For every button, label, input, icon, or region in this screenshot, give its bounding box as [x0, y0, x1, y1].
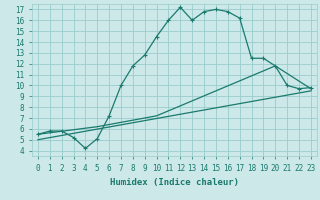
X-axis label: Humidex (Indice chaleur): Humidex (Indice chaleur) [110, 178, 239, 187]
